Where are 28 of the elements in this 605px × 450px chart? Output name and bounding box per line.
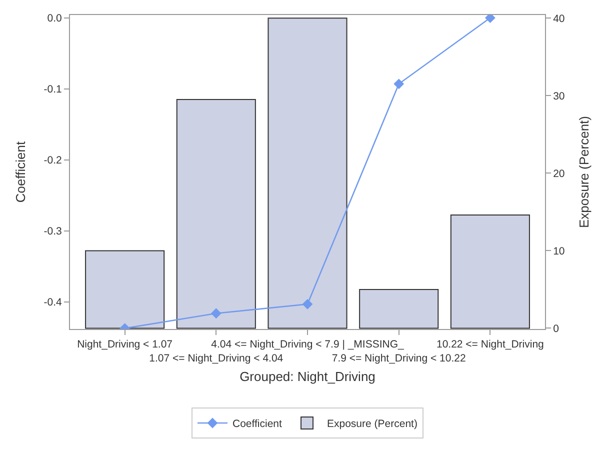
y2-axis-title: Exposure (Percent)	[576, 116, 592, 228]
bar	[359, 288, 439, 329]
y2-tick-label: 30	[553, 90, 565, 102]
x-axis-title: Grouped: Night_Driving	[240, 368, 376, 384]
x-tick-label: 1.07 <= Night_Driving < 4.04	[149, 352, 284, 364]
legend-label: Exposure (Percent)	[327, 418, 418, 430]
x-tick-label: 4.04 <= Night_Driving < 7.9 | _MISSING_	[211, 338, 404, 351]
y-tick-label: -0.3	[44, 226, 62, 238]
y-tick-label: -0.4	[44, 296, 62, 309]
bar	[450, 214, 530, 329]
y2-tick-label: 40	[553, 12, 565, 25]
legend-label: Coefficient	[232, 418, 282, 430]
point	[302, 298, 313, 310]
y2-tick-label: 20	[553, 168, 565, 180]
y-tick-label: 0.0	[47, 12, 62, 25]
y2-tick-label: 0	[553, 322, 560, 335]
bar	[176, 99, 256, 329]
y-tick-label: -0.1	[44, 84, 62, 96]
y-axis-title: Coefficient	[12, 141, 28, 203]
x-tick-label: 7.9 <= Night_Driving < 10.22	[332, 352, 466, 364]
point	[210, 308, 222, 319]
y2-tick-label: 10	[553, 245, 565, 258]
x-tick-label: 10.22 <= Night_Driving	[436, 338, 544, 351]
y-tick-label: -0.2	[44, 154, 62, 167]
x-tick-label: Night_Driving < 1.07	[77, 338, 173, 351]
point	[394, 78, 404, 90]
bar	[85, 250, 165, 329]
bar	[268, 18, 348, 329]
